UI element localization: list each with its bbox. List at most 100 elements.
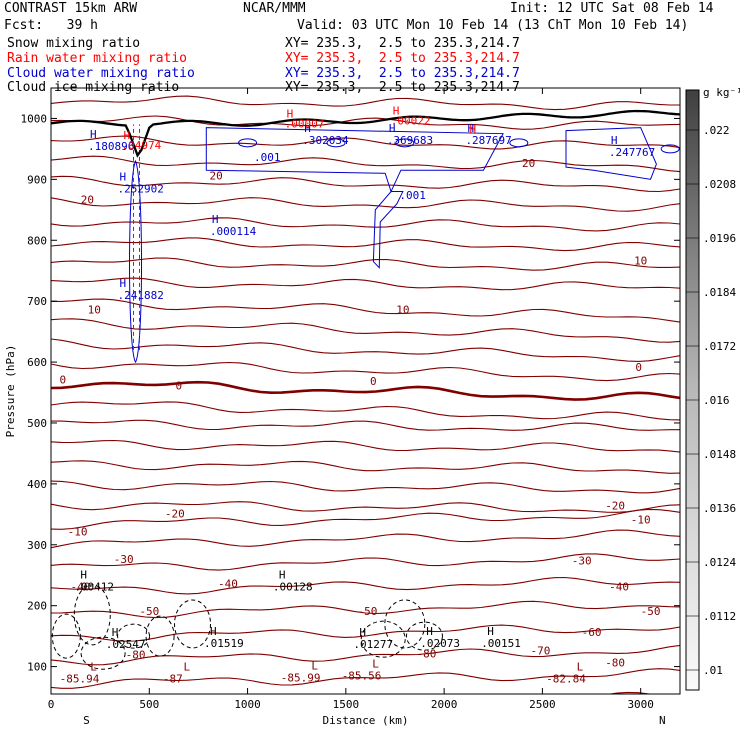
plot-frame [50,87,681,695]
x-tick-label: 1000 [234,698,261,711]
snow-contour [174,599,212,649]
temperature-contour-label: 10 [88,303,101,316]
cloud-water-maximum-value: .302034 [302,134,349,147]
temperature-contour-line [51,644,680,666]
temperature-contour-label: -80 [605,657,625,670]
temperature-contour-line [51,508,680,530]
snow-maximum-marker: H [359,626,366,639]
colorbar-label: .0136 [703,502,736,515]
temperature-contour-label: -50 [139,605,159,618]
cloud-water-maximum-marker: H [389,122,396,135]
header-title: CONTRAST 15km ARW [4,1,138,16]
y-tick-label: 800 [27,234,47,247]
terrain-surface-line [50,109,681,158]
minimum-marker: L [184,661,191,674]
temperature-contour-label: -60 [582,626,602,639]
temperature-contour-label: -30 [572,554,592,567]
header-init: Init: 12 UTC Sat 08 Feb 14 [510,1,714,16]
colorbar-label: .0124 [703,556,736,569]
temperature-contour-line [51,115,680,130]
field-xy-cloud-water: XY= 235.3, 2.5 to 235.3,214.7 [285,66,520,81]
snow-maximum-marker: H [426,625,433,638]
snow-contour [360,620,406,658]
temperature-contour-line [51,419,680,431]
snow-contour [384,599,426,649]
cloud-water-contour [565,127,657,180]
snow-contour [405,621,443,651]
cloud-water-maximum-marker: H [120,170,127,183]
snow-contour [145,615,175,657]
rain-maximum-value: .00022 [391,115,431,128]
x-end-label-north: N [659,714,666,727]
cloud-water-contour [509,138,529,148]
y-tick-label: 600 [27,356,47,369]
header-valid: Valid: 03 UTC Mon 10 Feb 14 (13 ChT Mon … [297,18,689,33]
snow-maximum-value: .01519 [204,637,244,650]
temperature-contour-line [51,318,680,343]
cloud-water-contour-label: .001 [254,151,281,164]
temperature-contour-line [51,439,680,453]
temperature-contour-label: 20 [522,157,535,170]
cloud-water-maximum-value: .000114 [210,225,257,238]
y-tick-label: 700 [27,295,47,308]
temperature-contour-line [51,237,680,252]
x-tick-label: 2000 [431,698,458,711]
cloud-water-maximum-value: .247767 [609,146,655,159]
rain-contours [133,124,141,350]
temperature-contour-line [51,197,680,212]
temperature-contour-line [51,95,680,111]
field-xy-snow: XY= 235.3, 2.5 to 235.3,214.7 [285,36,520,51]
temperature-contour-label: -40 [609,580,629,593]
temperature-contour-line [51,338,680,362]
cloud-water-contours [129,127,680,363]
temperature-contour-label: -20 [605,499,625,512]
temperature-contour-label: -40 [71,580,91,593]
cloud-water-contour [129,159,142,363]
field-label-snow: Snow mixing ratio [7,36,141,51]
cloud-water-maximum-value: .180896 [88,140,134,153]
snow-maximum-marker: H [80,568,87,581]
temperature-contour-line [51,668,680,689]
temperature-contour-line [51,529,680,549]
temperature-contour-line [51,480,680,494]
temperature-contour-label: 20 [209,169,222,182]
snow-contour [51,613,81,659]
temperature-contour-line [51,460,680,474]
temperature-contour-label: -80 [416,647,436,660]
colorbar-label: .01 [703,664,723,677]
snow-maximum-marker: H [279,568,286,581]
cloud-water-maximum-marker: H [304,122,311,135]
x-tick-label: 500 [139,698,159,711]
temperature-contour-label: -30 [114,553,134,566]
field-labels: 0 0 0 0 -10 -10 10 10 10 20 20 20 -40 -40 -40 -50 -50 -50… [59,105,660,686]
temperature-contour-line [51,155,680,173]
x-tick-label: 0 [48,698,55,711]
colorbar-label: .0112 [703,610,736,623]
minimum-marker: L [577,661,584,674]
colorbar: .01 .0112 .0124 .0136 .0148 .016 .0172 .0184 .01… [685,86,740,691]
temperature-contour-label: -40 [218,577,238,590]
colorbar-label: .0196 [703,232,736,245]
cloud-water-maximum-value: .252902 [118,182,164,195]
temperature-contour-label: 20 [81,194,94,207]
y-tick-label: 200 [27,600,47,613]
header-fcst: Fcst: 39 h [4,18,98,33]
terrain-line [50,109,681,158]
temperature-contour-line [51,401,680,421]
rain-maximum-marker: H [287,108,294,121]
x-tick-label: 1500 [333,698,360,711]
colorbar-label: .022 [703,124,730,137]
snow-maximum-value: .02073 [420,637,460,650]
y-tick-label: 500 [27,417,47,430]
x-end-label-south: S [83,714,90,727]
y-axis-label: Pressure (hPa) [4,345,17,438]
snow-maximum-marker: H [210,625,217,638]
y-tick-label: 1000 [21,112,48,125]
temperature-contour-label: -70 [531,644,551,657]
field-label-rain: Rain water mixing ratio [7,51,188,66]
temperature-contour-line [51,277,680,291]
temperature-contour-line [51,380,680,401]
y-tick-label: 300 [27,539,47,552]
rain-maximum-marker: H [469,123,476,136]
minimum-marker: L [311,659,318,672]
